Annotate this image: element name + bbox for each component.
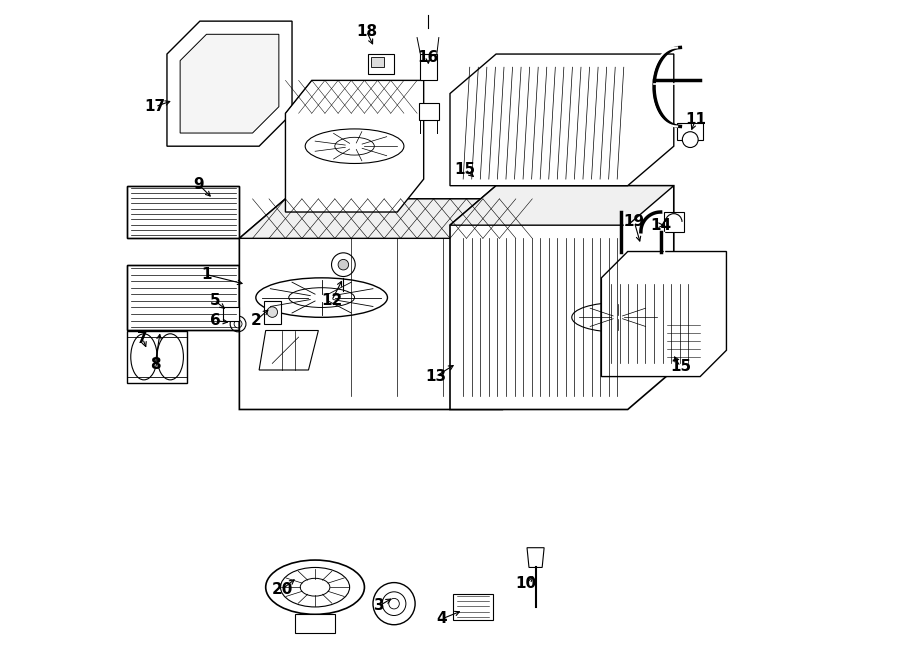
Circle shape: [331, 253, 356, 276]
Text: 16: 16: [418, 50, 439, 65]
Polygon shape: [450, 186, 674, 409]
Polygon shape: [601, 252, 726, 377]
Text: 1: 1: [202, 267, 211, 282]
Polygon shape: [285, 81, 424, 212]
Text: 18: 18: [356, 24, 377, 38]
Polygon shape: [664, 212, 684, 232]
Text: 15: 15: [670, 359, 691, 374]
Bar: [420, 54, 436, 81]
Text: 9: 9: [194, 177, 204, 192]
Polygon shape: [239, 199, 549, 239]
Text: 6: 6: [210, 313, 220, 328]
Text: 5: 5: [210, 293, 220, 309]
Bar: [128, 264, 239, 330]
Bar: [419, 103, 439, 120]
Text: 4: 4: [436, 611, 447, 627]
Polygon shape: [128, 330, 186, 383]
Circle shape: [267, 307, 277, 317]
Text: 8: 8: [149, 357, 160, 372]
Polygon shape: [239, 199, 549, 409]
Bar: [664, 317, 704, 364]
Bar: [295, 613, 335, 633]
Text: 10: 10: [515, 576, 536, 592]
Bar: [454, 594, 493, 620]
Polygon shape: [180, 34, 279, 133]
Text: 13: 13: [425, 369, 446, 384]
Polygon shape: [527, 548, 544, 567]
Text: 3: 3: [374, 598, 385, 613]
Polygon shape: [259, 330, 319, 370]
Polygon shape: [167, 21, 292, 146]
Polygon shape: [450, 186, 674, 225]
Bar: [128, 186, 239, 239]
Text: 17: 17: [145, 99, 166, 114]
Text: 7: 7: [138, 331, 148, 346]
Bar: [368, 54, 394, 74]
Circle shape: [338, 259, 348, 270]
Text: 20: 20: [272, 582, 292, 597]
Text: 15: 15: [454, 162, 476, 176]
Text: 11: 11: [685, 112, 706, 128]
Polygon shape: [450, 54, 674, 186]
Text: 19: 19: [624, 214, 645, 229]
Bar: [128, 186, 239, 239]
Bar: [128, 264, 239, 330]
Bar: [223, 307, 239, 321]
Bar: [677, 123, 704, 139]
Text: 2: 2: [250, 313, 261, 328]
Bar: [265, 301, 281, 324]
Bar: [371, 58, 384, 67]
Text: 12: 12: [321, 293, 342, 309]
Circle shape: [682, 132, 698, 147]
Text: 14: 14: [650, 217, 671, 233]
